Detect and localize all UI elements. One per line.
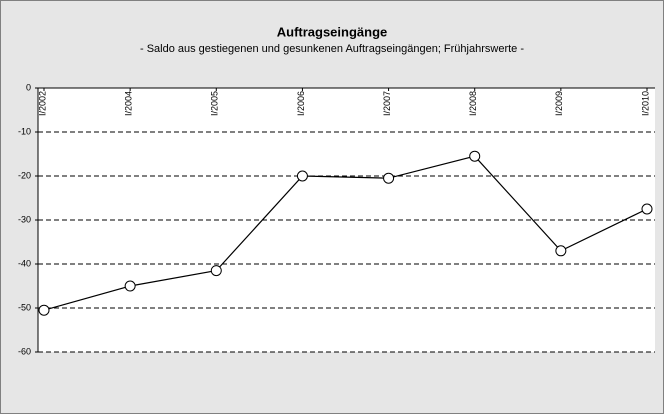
- x-tick-label: I/2004: [124, 91, 134, 116]
- point-marker: [555, 245, 567, 257]
- x-tick-label: I/2007: [382, 91, 392, 116]
- y-tick-label: -10: [18, 126, 31, 136]
- y-tick-label: -50: [18, 302, 31, 312]
- x-tick-label: I/2008: [468, 91, 478, 116]
- point-marker: [383, 172, 395, 184]
- point-marker: [469, 150, 481, 162]
- x-tick-label: I/2006: [296, 91, 306, 116]
- point-marker: [641, 203, 653, 215]
- point-marker: [124, 280, 136, 292]
- series-line: [43, 155, 648, 311]
- y-tick-label: -40: [18, 258, 31, 268]
- chart-subtitle: - Saldo aus gestiegenen und gesunkenen A…: [140, 43, 524, 55]
- chart-title: Auftragseingänge: [277, 24, 388, 39]
- point-marker: [210, 265, 222, 277]
- y-tick-label: -60: [18, 346, 31, 356]
- y-tick-label: -20: [18, 170, 31, 180]
- x-tick-label: I/2009: [554, 91, 564, 116]
- x-tick-label: I/2005: [210, 91, 220, 116]
- y-tick-label: -30: [18, 214, 31, 224]
- x-tick-label: I/2002: [37, 91, 47, 116]
- point-marker: [38, 304, 50, 316]
- y-tick-label: 0: [26, 82, 31, 92]
- point-marker: [296, 170, 308, 182]
- x-tick-label: I/2010: [640, 91, 650, 116]
